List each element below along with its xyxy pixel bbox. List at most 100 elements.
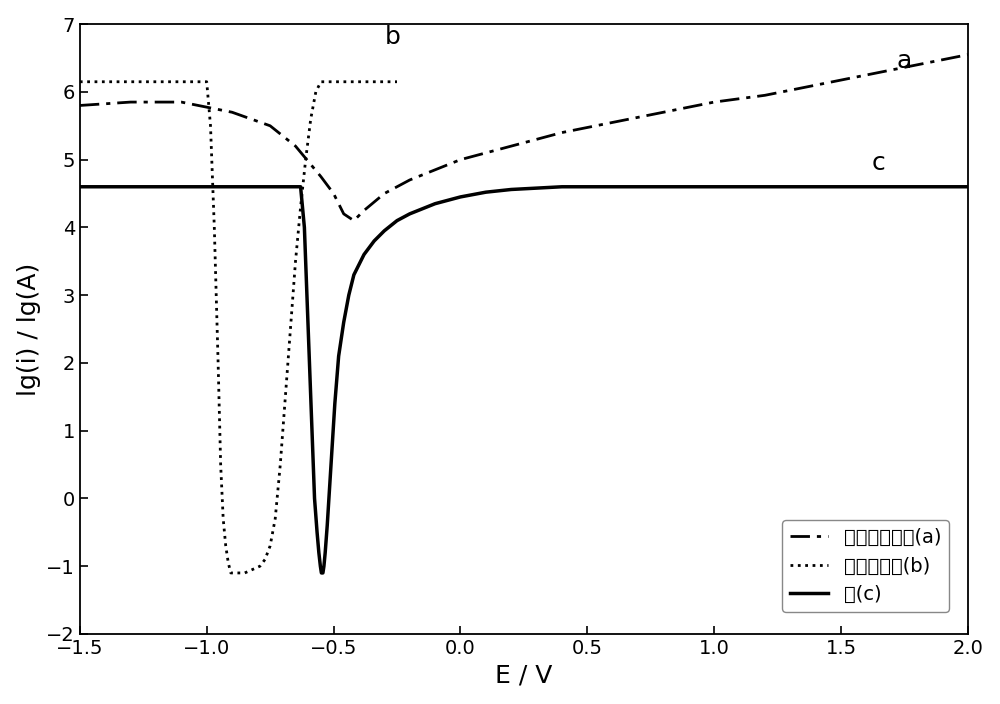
水(c) [543,183,555,191]
水(c) [454,193,466,201]
Y-axis label: lg(i) / lg(A): lg(i) / lg(A) [17,263,41,396]
三代改性聚酯(a) [264,122,276,130]
水(c) [962,182,974,191]
水(c) [316,569,328,577]
水(c) [319,548,331,557]
氯化钙溶液(b) [231,569,243,577]
水(c) [317,569,329,577]
水(c) [315,569,327,577]
三代改性聚酯(a) [378,189,390,198]
水(c) [295,182,307,191]
三代改性聚酯(a) [404,176,416,184]
水(c) [326,440,338,448]
三代改性聚酯(a) [454,156,466,164]
水(c) [303,359,315,367]
水(c) [343,291,355,299]
氯化钙溶液(b) [205,122,217,130]
氯化钙溶液(b) [246,565,258,574]
X-axis label: E / V: E / V [495,663,553,687]
三代改性聚酯(a) [962,51,974,59]
水(c) [298,223,310,232]
氯化钙溶液(b) [259,555,271,564]
水(c) [480,188,492,196]
水(c) [556,182,568,191]
水(c) [581,182,593,191]
氯化钙溶液(b) [320,77,332,86]
水(c) [324,481,336,489]
水(c) [561,182,573,191]
氯化钙溶液(b) [274,460,286,469]
氯化钙溶液(b) [254,562,266,570]
三代改性聚酯(a) [74,101,86,110]
氯化钙溶液(b) [222,558,234,567]
氯化钙溶液(b) [279,393,291,401]
三代改性聚酯(a) [315,172,327,181]
氯化钙溶液(b) [340,77,352,86]
水(c) [338,318,350,327]
氯化钙溶液(b) [279,393,291,401]
水(c) [315,569,327,577]
Text: c: c [871,151,885,175]
氯化钙溶液(b) [201,77,213,86]
氯化钙溶液(b) [366,77,378,86]
三代改性聚酯(a) [348,216,360,225]
三代改性聚酯(a) [810,81,822,89]
水(c) [311,528,323,536]
水(c) [505,185,517,194]
氯化钙溶液(b) [225,569,237,577]
水(c) [759,182,771,191]
三代改性聚酯(a) [358,206,370,215]
氯化钙溶液(b) [284,325,296,333]
水(c) [368,237,380,245]
三代改性聚酯(a) [607,118,619,127]
氯化钙溶液(b) [305,115,317,123]
三代改性聚酯(a) [860,71,872,80]
三代改性聚酯(a) [911,61,923,69]
三代改性聚酯(a) [338,210,350,218]
三代改性聚酯(a) [556,128,568,137]
三代改性聚酯(a) [657,108,669,116]
氯化钙溶液(b) [217,515,229,523]
氯化钙溶液(b) [215,460,227,469]
水(c) [378,227,390,235]
水(c) [318,562,330,570]
氯化钙溶液(b) [201,77,213,86]
水(c) [321,521,333,529]
氯化钙溶液(b) [320,77,332,86]
Legend: 三代改性聚酯(a), 氯化钙溶液(b), 水(c): 三代改性聚酯(a), 氯化钙溶液(b), 水(c) [782,520,949,612]
三代改性聚酯(a) [505,142,517,151]
水(c) [429,199,441,208]
氯化钙溶液(b) [290,257,302,265]
氯化钙溶液(b) [264,541,276,550]
三代改性聚酯(a) [759,91,771,99]
氯化钙溶液(b) [315,77,327,86]
三代改性聚酯(a) [429,165,441,174]
三代改性聚酯(a) [226,108,238,116]
氯化钙溶液(b) [212,359,224,367]
三代改性聚酯(a) [343,213,355,222]
水(c) [309,494,321,503]
水(c) [531,184,543,192]
氯化钙溶液(b) [391,77,403,86]
Line: 水(c): 水(c) [80,187,968,573]
三代改性聚酯(a) [333,199,345,208]
三代改性聚酯(a) [290,142,302,151]
水(c) [314,562,326,570]
水(c) [404,210,416,218]
氯化钙溶液(b) [300,156,312,164]
Line: 氯化钙溶液(b): 氯化钙溶液(b) [80,82,397,573]
氯化钙溶液(b) [208,223,220,232]
水(c) [313,548,325,557]
Line: 三代改性聚酯(a): 三代改性聚酯(a) [80,55,968,220]
水(c) [74,182,86,191]
水(c) [348,270,360,279]
Text: a: a [897,49,912,73]
三代改性聚酯(a) [328,189,340,198]
氯化钙溶液(b) [295,203,307,211]
水(c) [569,182,581,191]
氯化钙溶液(b) [225,569,237,577]
三代改性聚酯(a) [708,98,720,106]
氯化钙溶液(b) [239,569,251,577]
氯化钙溶液(b) [269,515,281,523]
三代改性聚酯(a) [175,98,187,106]
